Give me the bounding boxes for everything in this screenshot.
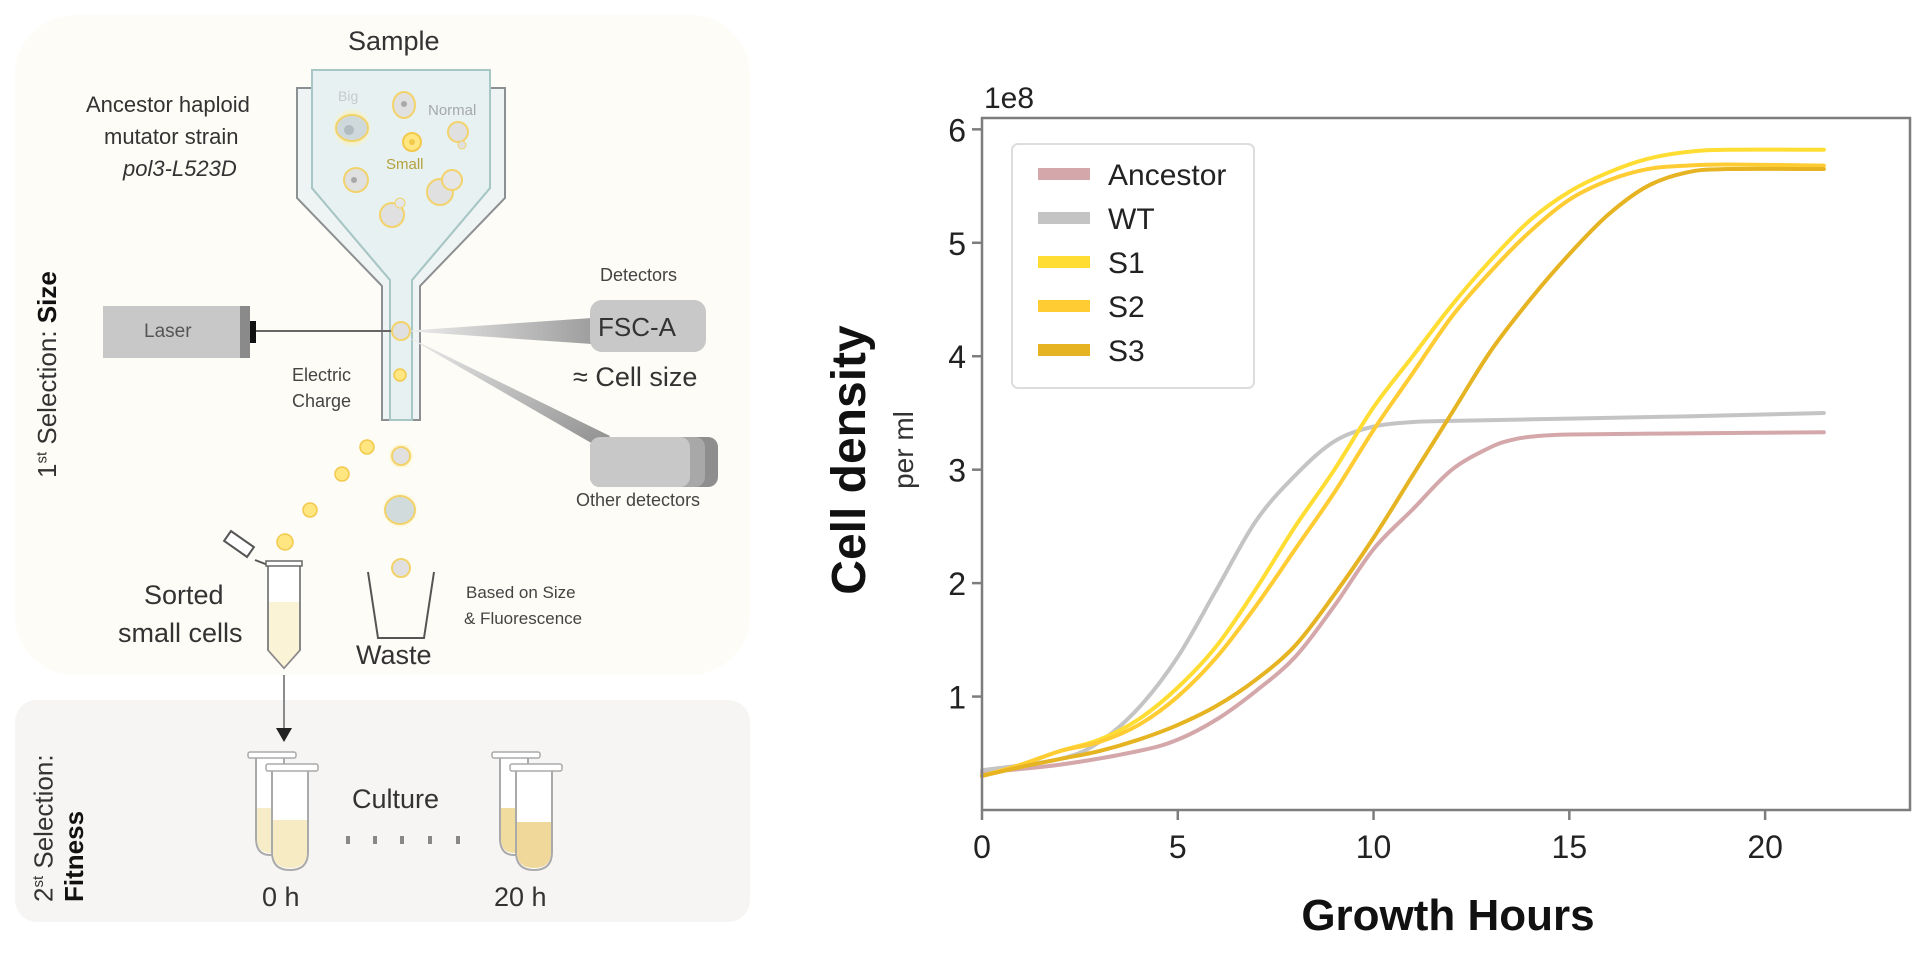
flow-cytometry-illustration (103, 69, 718, 872)
based-on-line1: Based on Size (466, 583, 576, 602)
legend-swatch-ancestor (1038, 168, 1090, 180)
legend-label-s2: S2 (1108, 291, 1145, 324)
y-tick-label: 3 (948, 453, 966, 489)
sorted-droplets (276, 439, 418, 578)
legend-label-s1: S1 (1108, 247, 1145, 280)
laser-icon (103, 306, 400, 358)
sorted-tube-icon (222, 529, 303, 670)
plot-frame (980, 116, 1912, 812)
legend-swatch-s3 (1038, 344, 1090, 356)
x-axis-ticks: 0 5 10 15 20 (973, 810, 1783, 865)
waste-container-icon (367, 571, 435, 639)
scatter-beam-fsc (404, 318, 592, 344)
detectors-label: Detectors (600, 265, 678, 285)
cell-label-big: Big (338, 88, 359, 104)
time-start-label: 0 h (262, 882, 300, 912)
fsc-label: FSC-A (598, 312, 676, 342)
cell-in-beam (391, 321, 411, 341)
x-tick-label: 20 (1747, 829, 1783, 865)
culture-tubes-end-icon (491, 751, 563, 872)
y-tick-label: 2 (948, 566, 966, 602)
x-tick-label: 5 (1169, 829, 1187, 865)
funnel-icon (296, 69, 506, 421)
culture-time-dots (346, 836, 460, 844)
cell-label-normal: Normal (428, 102, 477, 119)
x-tick-label: 0 (973, 829, 991, 865)
legend-swatch-wt (1038, 212, 1090, 224)
legend-label-s3: S3 (1108, 335, 1145, 368)
y-tick-label: 1 (948, 680, 966, 716)
strain-genotype: pol3-L523D (123, 156, 237, 181)
strain-line1: Ancestor haploid (86, 92, 250, 117)
cell-label-small: Small (386, 156, 424, 173)
x-tick-label: 10 (1356, 829, 1392, 865)
fsc-detector-icon (590, 300, 706, 352)
culture-tubes-start-icon (247, 751, 319, 872)
series-line-s1 (980, 147, 1826, 778)
legend-swatch-s1 (1038, 256, 1090, 268)
time-end-label: 20 h (494, 882, 547, 912)
y-tick-label: 4 (948, 339, 966, 375)
scatter-beam-other (404, 335, 610, 448)
legend: Ancestor WT S1 S2 S3 (1011, 143, 1255, 389)
sorted-line2: small cells (118, 618, 243, 648)
electric-charge-line2: Charge (292, 391, 352, 411)
sample-label: Sample (348, 26, 440, 56)
y-axis-multiplier: 1e8 (984, 82, 1034, 115)
cell-size-label: ≈ Cell size (573, 362, 698, 392)
electric-charge-line1: Electric (292, 365, 352, 385)
strain-line2: mutator strain (104, 124, 239, 149)
series-line-wt (980, 410, 1826, 773)
other-detectors-label: Other detectors (576, 490, 701, 510)
arrow-head-icon (276, 728, 292, 742)
fitness-selection-panel (15, 700, 750, 922)
series-line-s2 (980, 162, 1826, 778)
laser-label: Laser (144, 321, 192, 342)
legend-label-ancestor: Ancestor (1108, 159, 1226, 192)
legend-label-wt: WT (1108, 203, 1155, 236)
sorted-line1: Sorted (144, 580, 224, 610)
y-tick-label: 6 (948, 112, 966, 148)
other-detector-icon (590, 437, 718, 487)
x-axis-label: Growth Hours (1301, 891, 1594, 940)
series-line-ancestor (980, 430, 1826, 775)
legend-swatch-s2 (1038, 300, 1090, 312)
y-axis-sublabel: per ml (888, 411, 919, 489)
cells-in-sample (332, 91, 469, 228)
x-tick-label: 15 (1552, 829, 1588, 865)
plot-lines (980, 147, 1826, 778)
y-axis-label: Cell density (823, 325, 876, 595)
based-on-line2: & Fluorescence (464, 609, 583, 628)
waste-label: Waste (356, 640, 432, 670)
y-axis-ticks: 1 2 3 4 5 6 (948, 112, 982, 716)
culture-label: Culture (352, 784, 440, 814)
series-line-s3 (980, 166, 1826, 778)
legend-box (1011, 143, 1255, 389)
y-tick-label: 5 (948, 226, 966, 262)
